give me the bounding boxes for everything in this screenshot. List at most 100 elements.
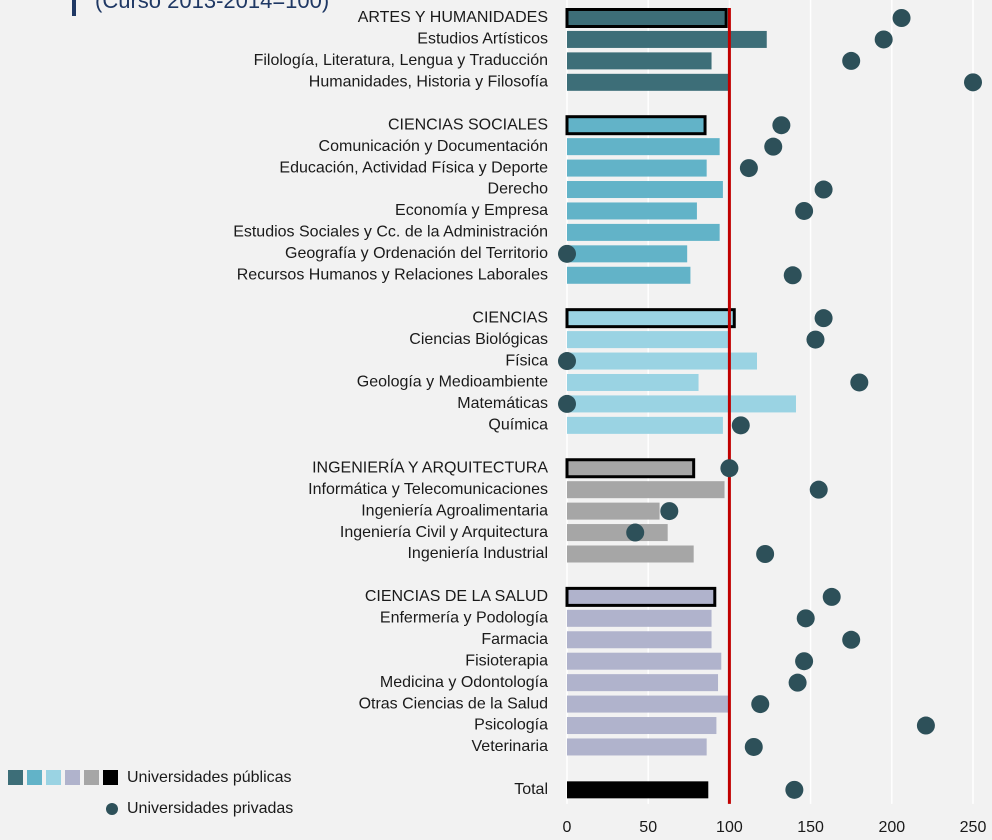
category-label: Otras Ciencias de la Salud bbox=[359, 695, 548, 712]
category-label: Ingeniería Agroalimentaria bbox=[361, 502, 548, 519]
legend-swatch bbox=[8, 770, 23, 785]
bar bbox=[567, 245, 688, 263]
bar bbox=[567, 52, 712, 70]
bar bbox=[567, 781, 709, 799]
dot bbox=[842, 630, 861, 649]
dot bbox=[783, 266, 802, 285]
legend-swatch bbox=[84, 770, 99, 785]
dot bbox=[785, 780, 804, 799]
dot bbox=[795, 652, 814, 671]
dot bbox=[814, 309, 833, 328]
category-label: ARTES Y HUMANIDADES bbox=[358, 9, 548, 26]
bar bbox=[567, 331, 730, 349]
bar bbox=[565, 458, 696, 479]
bar bbox=[567, 502, 660, 520]
category-label: Economía y Empresa bbox=[395, 202, 548, 219]
dot bbox=[850, 373, 869, 392]
category-label: CIENCIAS bbox=[472, 309, 548, 326]
category-label: Enfermería y Podología bbox=[380, 610, 548, 627]
category-label: Comunicación y Documentación bbox=[319, 138, 548, 155]
bar bbox=[565, 308, 736, 329]
dot bbox=[814, 180, 833, 199]
x-tick-label: 100 bbox=[716, 819, 743, 836]
x-tick-label: 150 bbox=[797, 819, 824, 836]
bar bbox=[567, 202, 697, 220]
dot bbox=[892, 9, 911, 27]
category-label: Física bbox=[505, 352, 548, 369]
dot bbox=[558, 394, 576, 413]
bar bbox=[567, 159, 707, 177]
category-label: Química bbox=[488, 417, 548, 434]
dot bbox=[806, 330, 825, 349]
bar bbox=[567, 138, 720, 156]
category-label: Ingeniería Industrial bbox=[407, 545, 548, 562]
dot bbox=[744, 737, 763, 756]
dot bbox=[764, 137, 783, 156]
bar bbox=[567, 352, 758, 370]
category-label: Informática y Telecomunicaciones bbox=[308, 481, 548, 498]
bar bbox=[567, 524, 668, 542]
bar bbox=[567, 631, 712, 649]
category-label: Fisioterapia bbox=[465, 652, 548, 669]
category-label: Educación, Actividad Física y Deporte bbox=[279, 159, 548, 176]
bar bbox=[567, 738, 707, 756]
x-tick-label: 50 bbox=[639, 819, 657, 836]
category-label: Estudios Sociales y Cc. de la Administra… bbox=[233, 224, 548, 241]
title-marker bbox=[72, 0, 76, 16]
category-label: INGENIERÍA Y ARQUITECTURA bbox=[312, 457, 548, 476]
category-label: Veterinaria bbox=[472, 738, 549, 755]
category-label: Recursos Humanos y Relaciones Laborales bbox=[237, 266, 548, 283]
bar bbox=[567, 266, 691, 284]
category-label: Derecho bbox=[488, 181, 549, 198]
bar bbox=[567, 30, 767, 48]
bar bbox=[567, 481, 725, 499]
dot bbox=[795, 201, 814, 220]
chart-subtitle: (Curso 2013-2014=100) bbox=[95, 0, 329, 13]
dot bbox=[558, 352, 576, 371]
bar bbox=[567, 73, 730, 91]
legend-swatch bbox=[103, 770, 118, 785]
category-label: Total bbox=[514, 781, 548, 798]
legend-dot bbox=[106, 803, 118, 815]
bar bbox=[567, 373, 699, 391]
category-label: Ingeniería Civil y Arquitectura bbox=[340, 524, 548, 541]
category-label: Psicología bbox=[474, 717, 548, 734]
category-label: CIENCIAS DE LA SALUD bbox=[365, 588, 548, 605]
legend-swatch bbox=[46, 770, 61, 785]
category-label: Humanidades, Historia y Filosofía bbox=[309, 74, 548, 91]
dot bbox=[822, 587, 841, 606]
dot bbox=[558, 244, 576, 263]
dot bbox=[660, 502, 679, 521]
bar bbox=[567, 652, 722, 670]
category-label: Geología y Medioambiente bbox=[357, 374, 548, 391]
category-label: Geografía y Ordenación del Territorio bbox=[285, 245, 548, 262]
dot bbox=[788, 673, 807, 692]
bar bbox=[567, 416, 723, 434]
category-label: Filología, Literatura, Lengua y Traducci… bbox=[254, 52, 548, 69]
bar bbox=[567, 223, 720, 241]
category-label: Farmacia bbox=[481, 631, 548, 648]
dot bbox=[842, 51, 861, 70]
x-tick-label: 250 bbox=[960, 819, 987, 836]
bar bbox=[565, 115, 707, 136]
category-label: Medicina y Odontología bbox=[380, 674, 548, 691]
bar bbox=[567, 545, 694, 563]
dot bbox=[739, 159, 758, 178]
bar bbox=[567, 609, 712, 627]
x-tick-label: 200 bbox=[878, 819, 905, 836]
legend-label: Universidades privadas bbox=[127, 800, 293, 817]
dot bbox=[626, 523, 645, 542]
dot bbox=[756, 545, 775, 563]
bar bbox=[567, 674, 719, 692]
category-label: Ciencias Biológicas bbox=[409, 331, 548, 348]
dot bbox=[874, 30, 893, 49]
legend-label: Universidades públicas bbox=[127, 769, 292, 786]
category-label: Estudios Artísticos bbox=[417, 31, 548, 48]
bar bbox=[567, 717, 717, 735]
dot bbox=[916, 716, 935, 735]
x-tick-label: 0 bbox=[563, 819, 572, 836]
dot bbox=[772, 116, 791, 135]
bar bbox=[567, 395, 796, 413]
dot bbox=[751, 695, 770, 714]
